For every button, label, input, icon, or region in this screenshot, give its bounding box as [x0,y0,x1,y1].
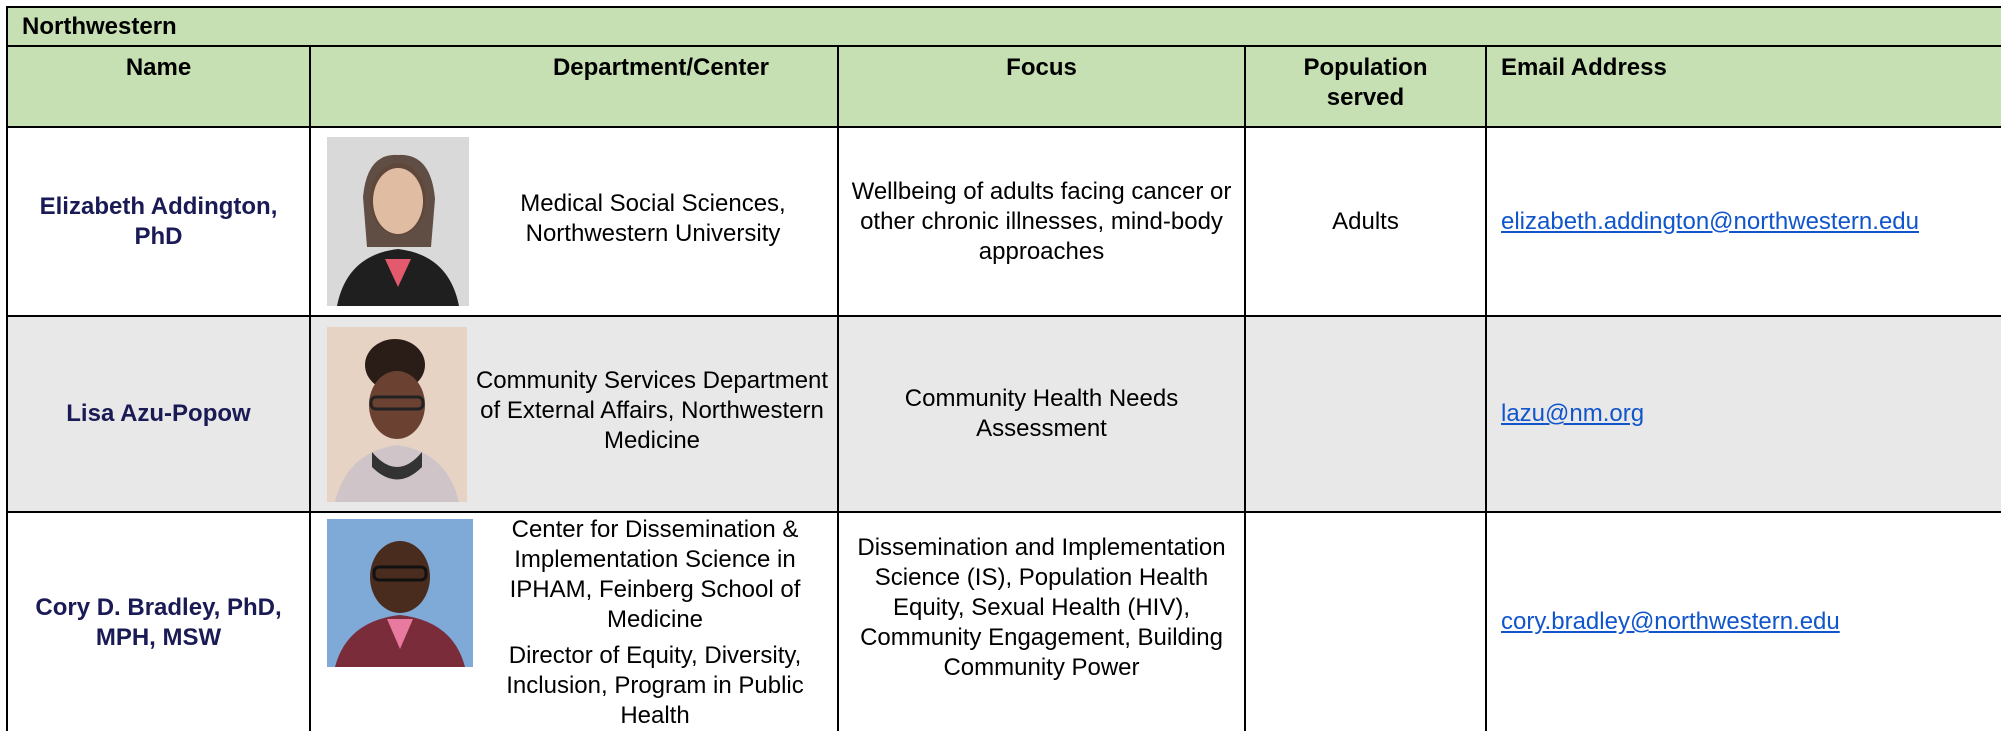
email-link[interactable]: lazu@nm.org [1501,400,1645,427]
row: Lisa Azu-Popow Community Services Depart… [6,315,2001,513]
department: Medical Social Sciences, Northwestern Un… [520,189,786,247]
title-row: Northwestern [6,6,2001,47]
photo [327,519,473,667]
row: Cory D. Bradley, PhD, MPH, MSW Center fo… [6,511,2001,731]
department-cell: Center for Dissemination & Implementatio… [309,511,839,731]
header: Name [6,45,311,128]
department-cell: Medical Social Sciences, Northwestern Un… [309,126,839,317]
email-cell: lazu@nm.org [1484,315,2001,513]
population [1244,511,1487,731]
focus: Community Health Needs Assessment [837,315,1246,513]
table-title: Northwestern [6,6,2001,47]
department: Community Services Department of Externa… [475,367,829,454]
email-cell: elizabeth.addington@northwestern.edu [1484,126,2001,317]
population: Adults [1244,126,1487,317]
department-cell: Community Services Department of Externa… [309,315,839,513]
email-link[interactable]: elizabeth.addington@northwestern.edu [1501,207,1919,235]
population [1244,315,1487,513]
sheet: Northwestern Name Department/Center Focu… [6,6,2001,731]
photo [327,137,469,306]
email-link[interactable]: cory.bradley@northwestern.edu [1501,608,1840,635]
header: Department/Center [309,45,839,128]
photo [327,326,467,502]
header: Email Address [1484,45,2001,128]
header-row: Name Department/Center Focus Population … [6,45,2001,128]
name: Elizabeth Addington, PhD [6,126,311,317]
header: Focus [837,45,1246,128]
focus: Wellbeing of adults facing cancer or oth… [837,126,1246,317]
name: Cory D. Bradley, PhD, MPH, MSW [6,511,311,731]
department: Center for Dissemination & Implementatio… [509,516,801,633]
email-cell: cory.bradley@northwestern.edu [1484,511,2001,731]
row: Elizabeth Addington, PhD Medical Social … [6,126,2001,317]
department: Director of Equity, Diversity, Inclusion… [506,642,804,729]
table: Northwestern Name Department/Center Focu… [6,6,2001,731]
name: Lisa Azu-Popow [6,315,311,513]
header: Population served [1244,45,1487,128]
focus: Dissemination and Implementation Science… [837,511,1246,731]
